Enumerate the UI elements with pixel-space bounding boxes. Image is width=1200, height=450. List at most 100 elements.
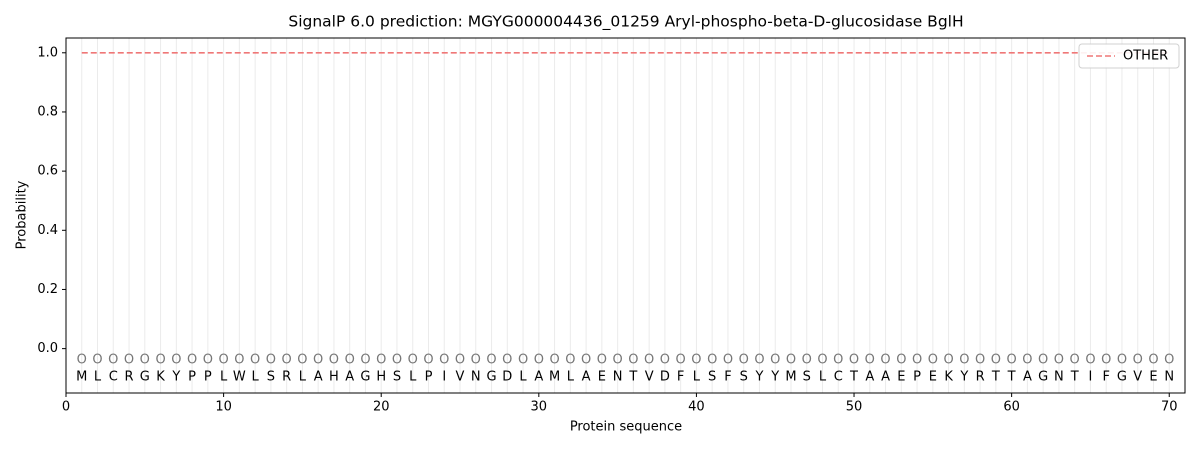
region-label: O xyxy=(754,353,764,368)
region-label: O xyxy=(896,353,906,368)
region-label: O xyxy=(912,353,922,368)
region-label: O xyxy=(975,353,985,368)
residue-label: L xyxy=(220,370,228,385)
region-label: O xyxy=(502,353,512,368)
region-label: O xyxy=(234,353,244,368)
residue-label: A xyxy=(582,370,591,385)
region-label: O xyxy=(313,353,323,368)
region-label: O xyxy=(928,353,938,368)
y-tick-label: 0.8 xyxy=(37,104,58,119)
region-label: O xyxy=(140,353,150,368)
region-label: O xyxy=(865,353,875,368)
region-label: O xyxy=(408,353,418,368)
region-label: O xyxy=(833,353,843,368)
x-tick-label: 60 xyxy=(1003,400,1020,415)
region-label: O xyxy=(297,353,307,368)
residue-label: S xyxy=(740,370,748,385)
region-label: O xyxy=(518,353,528,368)
region-label: O xyxy=(392,353,402,368)
residue-label: C xyxy=(109,370,118,385)
residue-label: A xyxy=(881,370,890,385)
residue-label: S xyxy=(267,370,275,385)
x-tick-label: 10 xyxy=(215,400,232,415)
region-label: O xyxy=(565,353,575,368)
residue-label: H xyxy=(329,370,339,385)
region-label: O xyxy=(628,353,638,368)
residue-label: H xyxy=(376,370,386,385)
residue-label: A xyxy=(314,370,323,385)
region-label: O xyxy=(360,353,370,368)
residue-label: G xyxy=(140,370,150,385)
region-label: O xyxy=(92,353,102,368)
region-label: O xyxy=(1038,353,1048,368)
y-tick-label: 0.2 xyxy=(37,282,58,297)
residue-label: Y xyxy=(770,370,779,385)
residue-label: T xyxy=(849,370,858,385)
region-label: O xyxy=(266,353,276,368)
region-label: O xyxy=(1148,353,1158,368)
residue-label: G xyxy=(1117,370,1127,385)
region-label: O xyxy=(534,353,544,368)
region-label: O xyxy=(597,353,607,368)
x-tick-label: 70 xyxy=(1161,400,1178,415)
residue-label: M xyxy=(549,370,560,385)
residue-label: L xyxy=(819,370,827,385)
region-label: O xyxy=(691,353,701,368)
residue-label: N xyxy=(1164,370,1174,385)
region-label: O xyxy=(991,353,1001,368)
region-label: O xyxy=(613,353,623,368)
residue-label: R xyxy=(282,370,291,385)
residue-label: E xyxy=(1149,370,1157,385)
region-label: O xyxy=(455,353,465,368)
region-label: O xyxy=(1054,353,1064,368)
residue-label: L xyxy=(299,370,307,385)
region-label: O xyxy=(723,353,733,368)
region-label: O xyxy=(1164,353,1174,368)
residue-label: F xyxy=(1102,370,1109,385)
region-label: O xyxy=(739,353,749,368)
residue-label: Y xyxy=(754,370,763,385)
residue-label: N xyxy=(1054,370,1064,385)
residue-label: V xyxy=(1133,370,1142,385)
region-label: O xyxy=(1101,353,1111,368)
region-label: O xyxy=(124,353,134,368)
region-label: O xyxy=(943,353,953,368)
legend-label: OTHER xyxy=(1123,49,1168,64)
residue-label: W xyxy=(233,370,246,385)
region-label: O xyxy=(203,353,213,368)
region-label: O xyxy=(250,353,260,368)
region-label: O xyxy=(1117,353,1127,368)
residue-label: C xyxy=(834,370,843,385)
x-tick-label: 40 xyxy=(688,400,705,415)
residue-label: R xyxy=(976,370,985,385)
residue-label: G xyxy=(1038,370,1048,385)
residue-label: L xyxy=(252,370,260,385)
residue-label: T xyxy=(1070,370,1079,385)
residue-label: D xyxy=(502,370,512,385)
region-label: O xyxy=(439,353,449,368)
region-label: O xyxy=(786,353,796,368)
residue-label: R xyxy=(125,370,134,385)
region-label: O xyxy=(660,353,670,368)
region-label: O xyxy=(376,353,386,368)
residue-label: F xyxy=(724,370,731,385)
x-axis-label: Protein sequence xyxy=(570,420,682,435)
residue-label: S xyxy=(708,370,716,385)
region-label: O xyxy=(486,353,496,368)
residue-label: I xyxy=(442,370,446,385)
residue-label: K xyxy=(944,370,953,385)
residue-label: E xyxy=(897,370,905,385)
residue-label: G xyxy=(486,370,496,385)
y-tick-label: 1.0 xyxy=(37,45,58,60)
residue-label: T xyxy=(1007,370,1016,385)
residue-label: L xyxy=(567,370,575,385)
region-label: O xyxy=(849,353,859,368)
region-label: O xyxy=(676,353,686,368)
region-label: O xyxy=(471,353,481,368)
region-label: O xyxy=(581,353,591,368)
y-tick-label: 0.6 xyxy=(37,164,58,179)
residue-label: E xyxy=(598,370,606,385)
region-label: O xyxy=(549,353,559,368)
